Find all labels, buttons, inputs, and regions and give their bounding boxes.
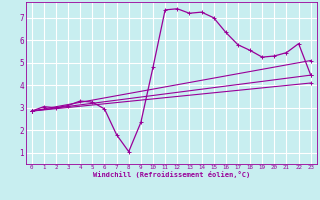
X-axis label: Windchill (Refroidissement éolien,°C): Windchill (Refroidissement éolien,°C) xyxy=(92,171,250,178)
